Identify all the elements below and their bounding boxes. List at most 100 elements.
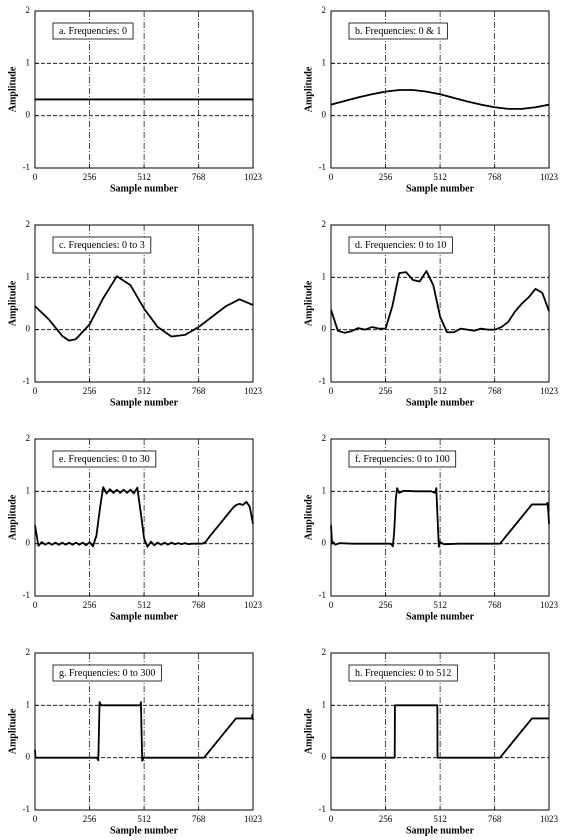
- y-tick-label: 1: [26, 699, 31, 709]
- plot-frame: [34, 10, 254, 169]
- signal-line: [34, 275, 254, 342]
- panel-title: f. Frequencies: 0 to 100: [355, 454, 450, 465]
- x-tick-label: 768: [192, 814, 206, 824]
- y-axis-label: Amplitude: [7, 66, 18, 112]
- x-tick-label: 768: [488, 814, 502, 824]
- y-tick-label: 2: [26, 647, 31, 657]
- x-tick-label: 256: [83, 814, 97, 824]
- x-tick-label: 512: [137, 814, 151, 824]
- title-box: [348, 664, 458, 682]
- x-tick-label: 768: [192, 386, 206, 396]
- signal-line: [330, 270, 550, 334]
- plot-frame: [330, 224, 550, 383]
- y-tick-label: 2: [26, 5, 31, 15]
- x-tick-label: 256: [83, 600, 97, 610]
- x-axis-label: Sample number: [110, 611, 179, 622]
- y-tick-label: 2: [322, 219, 327, 229]
- y-tick-label: -1: [23, 804, 31, 814]
- y-tick-label: 2: [26, 433, 31, 443]
- x-axis-label: Sample number: [406, 183, 475, 194]
- x-tick-label: 512: [433, 814, 447, 824]
- x-tick-label: 256: [379, 172, 393, 182]
- y-tick-label: 1: [322, 271, 327, 281]
- x-tick-label: 1023: [540, 814, 559, 824]
- x-tick-label: 0: [33, 600, 38, 610]
- x-tick-label: 256: [83, 386, 97, 396]
- x-tick-label: 0: [329, 386, 334, 396]
- y-axis-label: Amplitude: [303, 280, 314, 326]
- x-tick-label: 512: [433, 600, 447, 610]
- title-box: [52, 22, 134, 40]
- x-axis-label: Sample number: [110, 825, 179, 836]
- x-tick-label: 1023: [540, 386, 559, 396]
- x-tick-label: 1023: [540, 172, 559, 182]
- x-tick-label: 0: [329, 600, 334, 610]
- y-tick-label: -1: [23, 162, 31, 172]
- y-tick-label: 0: [322, 752, 327, 762]
- x-tick-label: 1023: [244, 600, 263, 610]
- x-tick-label: 256: [379, 814, 393, 824]
- x-axis-label: Sample number: [406, 397, 475, 408]
- title-box: [52, 236, 152, 254]
- y-tick-label: -1: [319, 376, 327, 386]
- x-tick-label: 768: [488, 386, 502, 396]
- x-axis-label: Sample number: [406, 611, 475, 622]
- y-axis-label: Amplitude: [7, 708, 18, 754]
- y-tick-label: 0: [322, 538, 327, 548]
- x-tick-label: 0: [33, 386, 38, 396]
- title-box: [52, 664, 162, 682]
- panel-title: d. Frequencies: 0 to 10: [355, 240, 446, 251]
- x-tick-label: 0: [33, 172, 38, 182]
- x-axis-label: Sample number: [110, 183, 179, 194]
- y-tick-label: -1: [23, 376, 31, 386]
- x-tick-label: 768: [192, 172, 206, 182]
- y-tick-label: 0: [26, 110, 31, 120]
- panel-title: h. Frequencies: 0 to 512: [355, 668, 451, 679]
- plot-frame: [330, 652, 550, 811]
- y-tick-label: -1: [319, 590, 327, 600]
- panel-title: a. Frequencies: 0: [59, 26, 127, 37]
- x-tick-label: 512: [137, 172, 151, 182]
- panel-title: c. Frequencies: 0 to 3: [59, 240, 145, 251]
- y-tick-label: 1: [26, 57, 31, 67]
- y-tick-label: 0: [26, 752, 31, 762]
- signal-line: [34, 486, 254, 548]
- x-tick-label: 768: [488, 172, 502, 182]
- plot-frame: [330, 10, 550, 169]
- title-box: [348, 236, 453, 254]
- y-tick-label: 2: [322, 433, 327, 443]
- x-tick-label: 512: [137, 600, 151, 610]
- y-tick-label: 1: [26, 271, 31, 281]
- y-tick-label: -1: [319, 162, 327, 172]
- signal-line: [330, 89, 550, 110]
- x-tick-label: 1023: [244, 386, 263, 396]
- x-tick-label: 0: [33, 814, 38, 824]
- panel-title: g. Frequencies: 0 to 300: [59, 668, 155, 679]
- title-box: [348, 22, 448, 40]
- y-tick-label: 0: [26, 538, 31, 548]
- y-tick-label: 2: [322, 5, 327, 15]
- y-tick-label: 1: [322, 485, 327, 495]
- y-tick-label: 1: [26, 485, 31, 495]
- y-tick-label: 1: [322, 57, 327, 67]
- x-axis-label: Sample number: [110, 397, 179, 408]
- signal-line: [331, 704, 549, 759]
- y-axis-label: Amplitude: [303, 66, 314, 112]
- x-tick-label: 256: [379, 600, 393, 610]
- y-axis-label: Amplitude: [7, 280, 18, 326]
- x-tick-label: 768: [488, 600, 502, 610]
- y-axis-label: Amplitude: [7, 494, 18, 540]
- plot-frame: [34, 438, 254, 597]
- y-tick-label: 2: [322, 647, 327, 657]
- x-axis-label: Sample number: [406, 825, 475, 836]
- y-tick-label: -1: [23, 590, 31, 600]
- x-tick-label: 0: [329, 172, 334, 182]
